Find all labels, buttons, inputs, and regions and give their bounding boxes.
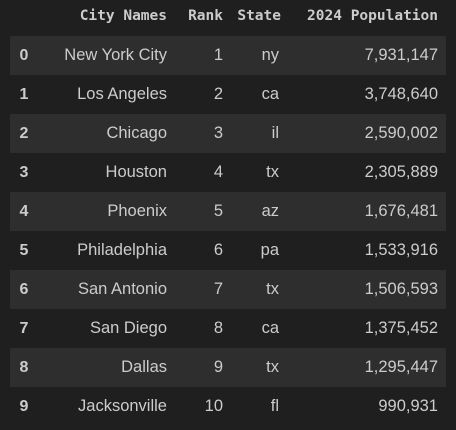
table-header: City Names Rank State 2024 Population — [10, 0, 446, 36]
column-header-rank: Rank — [175, 0, 231, 36]
cell-population: 3,748,640 — [364, 85, 438, 103]
cell-rank: 1 — [213, 46, 223, 64]
cell-state: ny — [261, 46, 279, 64]
cell-state: fl — [270, 397, 279, 415]
row-index: 5 — [19, 241, 29, 259]
cell-population: 1,676,481 — [364, 202, 438, 220]
cell-state: az — [261, 202, 279, 220]
cell-rank: 7 — [213, 280, 223, 298]
cell-city-name: Philadelphia — [77, 241, 167, 259]
table-body: 0 New York City 1 ny 7,931,147 1 Los Angeles 2 c… — [10, 36, 446, 426]
cell-population: 2,590,002 — [364, 124, 438, 142]
row-index: 1 — [19, 85, 29, 103]
cell-city-name: Los Angeles — [77, 85, 167, 103]
table-row: 4 Phoenix 5 az 1,676,481 — [10, 192, 446, 231]
cell-rank: 10 — [204, 397, 223, 415]
cell-state: ca — [261, 319, 279, 337]
cell-state: tx — [266, 163, 279, 181]
cell-population: 990,931 — [378, 397, 438, 415]
cell-city-name: New York City — [64, 46, 167, 64]
cell-city-name: Jacksonville — [78, 397, 167, 415]
table-row: 7 San Diego 8 ca 1,375,452 — [10, 309, 446, 348]
row-index: 0 — [19, 46, 29, 64]
cell-city-name: Dallas — [121, 358, 167, 376]
cell-rank: 8 — [213, 319, 223, 337]
cell-population: 1,506,593 — [364, 280, 438, 298]
cell-rank: 9 — [213, 358, 223, 376]
cell-rank: 3 — [213, 124, 223, 142]
row-index: 6 — [19, 280, 29, 298]
cell-rank: 5 — [213, 202, 223, 220]
cell-city-name: Chicago — [106, 124, 167, 142]
cell-state: tx — [266, 280, 279, 298]
row-index: 9 — [19, 397, 29, 415]
cell-state: pa — [260, 241, 279, 259]
dataframe-table: City Names Rank State 2024 Population 0 N… — [10, 0, 446, 426]
cell-city-name: San Antonio — [78, 280, 167, 298]
table-row: 1 Los Angeles 2 ca 3,748,640 — [10, 75, 446, 114]
cell-rank: 4 — [213, 163, 223, 181]
cell-city-name: Phoenix — [107, 202, 167, 220]
cell-population: 1,375,452 — [364, 319, 438, 337]
row-index: 7 — [19, 319, 29, 337]
column-header-2024-population: 2024 Population — [289, 0, 446, 36]
cell-state: tx — [266, 358, 279, 376]
table-row: 9 Jacksonville 10 fl 990,931 — [10, 387, 446, 426]
table-row: 5 Philadelphia 6 pa 1,533,916 — [10, 231, 446, 270]
column-header-city-names: City Names — [38, 0, 175, 36]
cell-rank: 2 — [213, 85, 223, 103]
index-header — [10, 0, 38, 36]
cell-state: ca — [261, 85, 279, 103]
table-row: 2 Chicago 3 il 2,590,002 — [10, 114, 446, 153]
cell-rank: 6 — [213, 241, 223, 259]
table-row: 0 New York City 1 ny 7,931,147 — [10, 36, 446, 75]
table-row: 8 Dallas 9 tx 1,295,447 — [10, 348, 446, 387]
row-index: 2 — [19, 124, 29, 142]
column-header-state: State — [231, 0, 289, 36]
cell-population: 2,305,889 — [364, 163, 438, 181]
table-row: 6 San Antonio 7 tx 1,506,593 — [10, 270, 446, 309]
cell-population: 1,295,447 — [364, 358, 438, 376]
header-row: City Names Rank State 2024 Population — [10, 0, 446, 36]
cell-population: 1,533,916 — [364, 241, 438, 259]
cell-population: 7,931,147 — [364, 46, 438, 64]
table-row: 3 Houston 4 tx 2,305,889 — [10, 153, 446, 192]
row-index: 3 — [19, 163, 29, 181]
cell-city-name: San Diego — [89, 319, 167, 337]
row-index: 4 — [19, 202, 29, 220]
cell-city-name: Houston — [105, 163, 167, 181]
row-index: 8 — [19, 358, 29, 376]
cell-state: il — [271, 124, 279, 142]
